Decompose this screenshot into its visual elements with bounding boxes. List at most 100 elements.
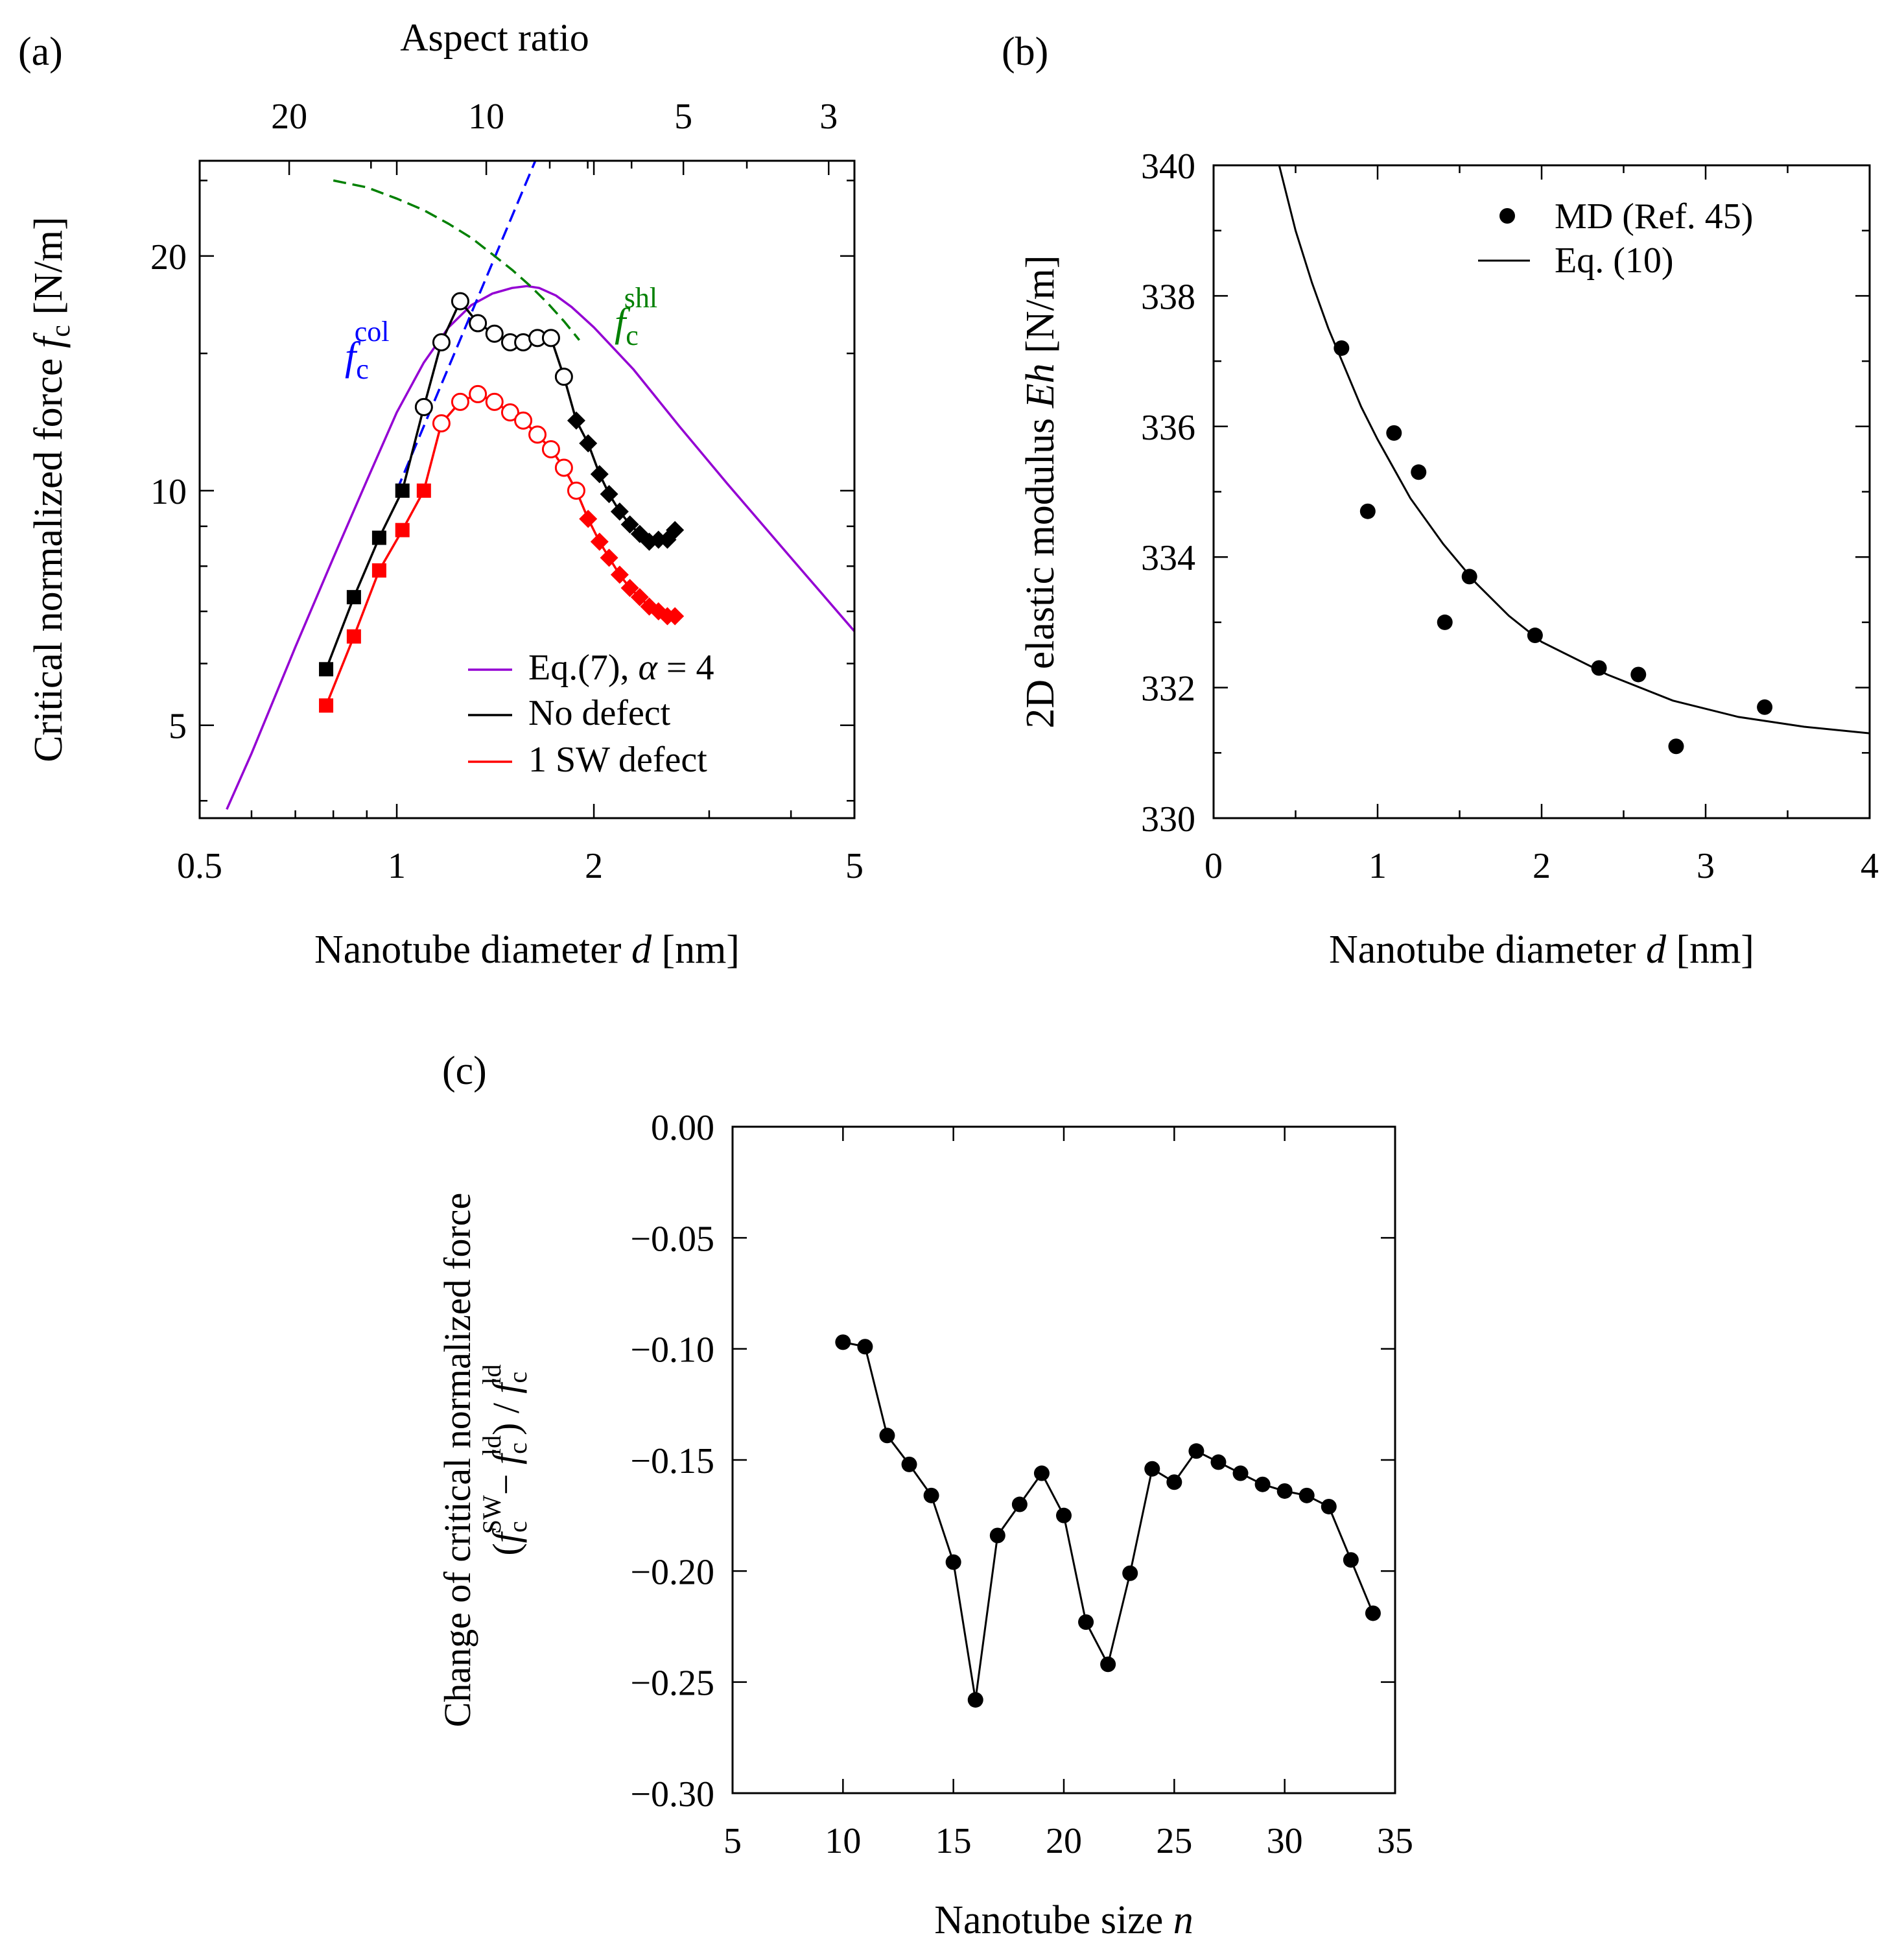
- annotation-sub: c: [626, 320, 639, 351]
- y-tick-label: 332: [1141, 669, 1195, 709]
- legend-text: = 4: [657, 648, 714, 688]
- top-tick-label: 20: [271, 97, 307, 137]
- annotation-col: fccol: [345, 316, 390, 385]
- y-axis-title-sub: c: [46, 325, 76, 337]
- panel-label-a: (a): [18, 30, 63, 74]
- data-point-sw_defect: [319, 698, 334, 713]
- data-point-sw_defect: [554, 458, 573, 477]
- data-point-no_defect: [346, 590, 361, 605]
- data-point: [1011, 1496, 1028, 1512]
- y-tick-label: 336: [1141, 408, 1195, 448]
- y-tick-label: 5: [169, 707, 187, 747]
- x-tick-label: 5: [723, 1821, 742, 1861]
- legend-var: α: [639, 648, 659, 688]
- x-tick-label: 1: [388, 846, 406, 886]
- annotation-sup: shl: [624, 282, 657, 314]
- x-axis-title: Nanotube size n: [934, 1898, 1193, 1942]
- data-point-md: [1757, 699, 1773, 715]
- y-axis-title-unit: [N/m]: [1018, 255, 1063, 363]
- data-point: [967, 1692, 983, 1708]
- data-point-sw_defect: [485, 392, 504, 411]
- annotation-shl: fcshl: [615, 282, 657, 351]
- data-point: [1144, 1461, 1160, 1477]
- y-tick-label: −0.10: [630, 1330, 714, 1370]
- y-axis-title-line1: Change of critical normalized force: [436, 1193, 478, 1728]
- x-tick-label: 30: [1267, 1821, 1303, 1861]
- data-point-sw_defect: [371, 563, 386, 578]
- y-tick-label: −0.15: [630, 1441, 714, 1481]
- data-point-no_defect: [469, 314, 488, 333]
- data-point-md: [1411, 464, 1427, 480]
- x-axis-title-text: Nanotube size: [934, 1898, 1173, 1942]
- y-axis-title-var: Eh: [1018, 363, 1063, 408]
- data-point: [1276, 1483, 1293, 1499]
- data-point-md: [1668, 738, 1684, 755]
- data-point-sw_defect: [666, 607, 685, 626]
- legend-label-eq10: Eq. (10): [1555, 241, 1674, 281]
- legend-label-no_defect: No defect: [528, 693, 671, 733]
- data-point-no_defect: [432, 333, 451, 352]
- data-point-no_defect: [395, 483, 410, 498]
- y-sub: c: [503, 1442, 532, 1454]
- data-point-no_defect: [554, 368, 573, 386]
- data-point: [1343, 1552, 1359, 1568]
- data-point-no_defect: [610, 502, 629, 521]
- y-tick-label: −0.25: [630, 1664, 714, 1704]
- data-point-no_defect: [567, 411, 585, 430]
- data-point-no_defect: [590, 465, 609, 484]
- data-point-no_defect: [485, 324, 504, 343]
- top-tick-label: 10: [468, 97, 504, 137]
- data-point-sw_defect: [514, 411, 533, 430]
- top-tick-label: 3: [819, 97, 838, 137]
- y-tick-label: 10: [150, 472, 187, 512]
- data-point-sw_defect: [528, 425, 547, 444]
- data-point: [1232, 1465, 1249, 1481]
- curves: [226, 161, 854, 810]
- data-point-sw_defect: [346, 629, 361, 644]
- plot-frame: [198, 159, 856, 819]
- data-point: [989, 1527, 1005, 1544]
- x-tick-label: 25: [1156, 1821, 1192, 1861]
- series-line-eq10: [1278, 165, 1870, 735]
- legend: Eq.(7), α = 4 No defect 1 SW defect: [468, 648, 714, 780]
- data-point-md: [1386, 425, 1402, 441]
- x-axis-title: Nanotube diameter d [nm]: [1329, 928, 1754, 972]
- legend-label-sw_defect: 1 SW defect: [528, 740, 707, 780]
- legend-text: No defect: [528, 693, 671, 733]
- y-tick-label: 340: [1141, 147, 1195, 187]
- y-sup: ld: [477, 1435, 506, 1455]
- x-tick-label: 1: [1369, 846, 1387, 886]
- x-axis-title-text: Nanotube diameter: [1329, 928, 1646, 972]
- x-axis-title-unit: [nm]: [1666, 928, 1754, 972]
- data-point-sw_defect: [567, 481, 585, 500]
- y-axis-title-text: 2D elastic modulus: [1018, 408, 1063, 728]
- data-point-sw_defect: [416, 483, 431, 498]
- x-axis-title: Nanotube diameter d [nm]: [314, 928, 740, 972]
- x-axis-title-text: Nanotube diameter: [314, 928, 631, 972]
- data-point-md: [1437, 614, 1453, 630]
- x-tick-label: 3: [1697, 846, 1715, 886]
- data-point-sw_defect: [500, 403, 519, 422]
- y-paren: (: [485, 1543, 527, 1555]
- x-tick-label: 15: [935, 1821, 972, 1861]
- y-tick-label: 338: [1141, 277, 1195, 317]
- y-minus: −: [485, 1464, 527, 1495]
- panel-label-c: (c): [442, 1049, 487, 1093]
- y-tick-label: −0.30: [630, 1774, 714, 1815]
- data-point-sw_defect: [590, 532, 609, 551]
- data-point: [901, 1456, 917, 1472]
- data-point: [1254, 1476, 1271, 1492]
- data-point-sw_defect: [541, 440, 560, 459]
- data-point: [879, 1428, 895, 1444]
- y-tick-label: 330: [1141, 799, 1195, 840]
- data-point-no_defect: [319, 662, 334, 677]
- data-point: [1365, 1605, 1381, 1621]
- panel-c-relative-change-chart: 5 10 15 20 25 30 35 0.00 −0.05 −0.10 −0.15 −0.20 −0.…: [436, 1049, 1413, 1942]
- legend: MD (Ref. 45)Eq. (10): [1478, 196, 1753, 281]
- top-axis-title: Aspect ratio: [400, 16, 589, 59]
- x-tick-label: 10: [825, 1821, 861, 1861]
- panel-b-elastic-modulus-chart: 0 1 2 3 4 330 332 334 336 338 340 Nanotube diameter…: [1002, 30, 1879, 972]
- y-sup: ld: [477, 1365, 506, 1385]
- data-point-no_defect: [451, 292, 469, 311]
